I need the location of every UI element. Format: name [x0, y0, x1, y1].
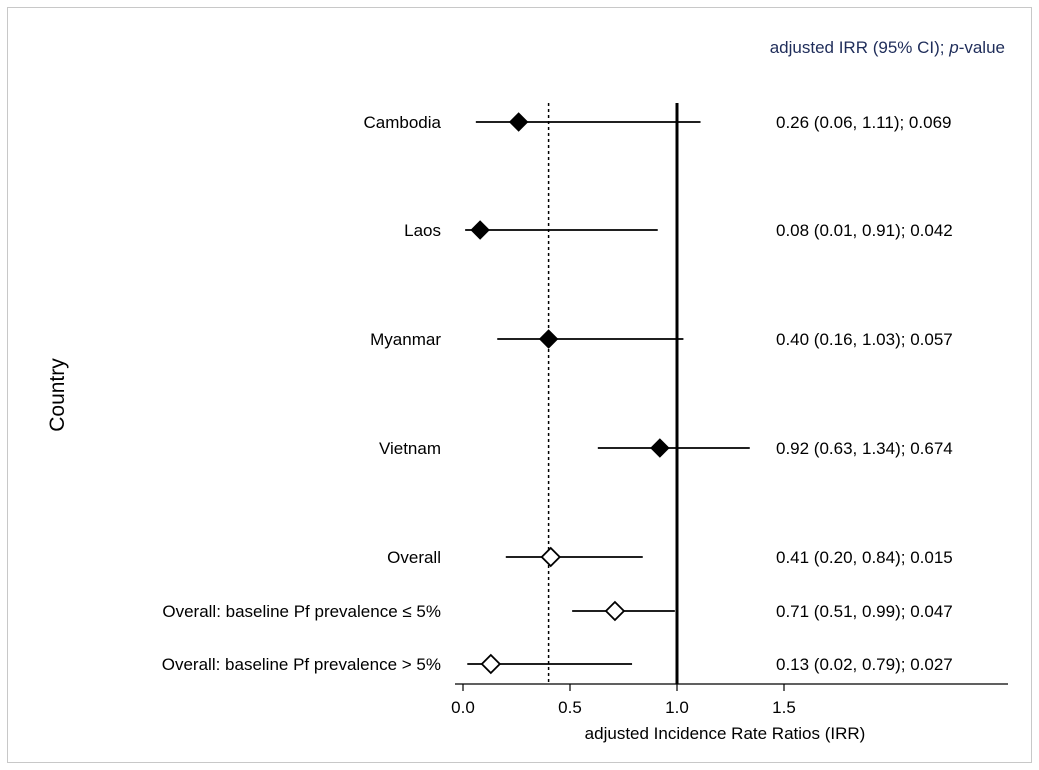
row-label: Overall: [387, 548, 441, 567]
pooled-estimate-marker: [604, 600, 626, 622]
row-estimate-text: 0.71 (0.51, 0.99); 0.047: [776, 602, 953, 621]
forest-row: Cambodia 0.26 (0.06, 1.11); 0.069: [364, 112, 951, 132]
forest-row: Vietnam 0.92 (0.63, 1.34); 0.674: [379, 438, 953, 458]
row-label: Vietnam: [379, 439, 441, 458]
pooled-estimate-marker: [480, 653, 502, 675]
point-estimate-marker: [538, 329, 559, 349]
y-axis-title: Country: [46, 358, 69, 432]
row-estimate-text: 0.40 (0.16, 1.03); 0.057: [776, 330, 953, 349]
row-label: Laos: [404, 221, 441, 240]
row-label: Overall: baseline Pf prevalence > 5%: [162, 655, 441, 674]
forest-row: Myanmar 0.40 (0.16, 1.03); 0.057: [370, 329, 953, 349]
row-estimate-text: 0.26 (0.06, 1.11); 0.069: [776, 113, 951, 132]
row-label: Cambodia: [364, 113, 442, 132]
row-label: Myanmar: [370, 330, 441, 349]
row-estimate-text: 0.08 (0.01, 0.91); 0.042: [776, 221, 953, 240]
forest-row: Overall 0.41 (0.20, 0.84); 0.015: [387, 546, 953, 568]
row-estimate-text: 0.92 (0.63, 1.34); 0.674: [776, 439, 953, 458]
point-estimate-marker: [650, 438, 670, 458]
chart-frame: [7, 7, 1032, 763]
x-tick-label: 1.0: [665, 698, 689, 717]
pooled-estimate-marker: [540, 546, 562, 568]
column-header: adjusted IRR (95% CI); p-value: [770, 38, 1005, 57]
forest-row: Overall: baseline Pf prevalence ≤ 5% 0.71…: [162, 600, 953, 622]
x-axis-title: adjusted Incidence Rate Ratios (IRR): [585, 724, 866, 743]
point-estimate-marker: [508, 112, 529, 132]
row-label: Overall: baseline Pf prevalence ≤ 5%: [162, 602, 441, 621]
point-estimate-marker: [470, 220, 490, 240]
x-tick-label: 0.0: [451, 698, 475, 717]
row-estimate-text: 0.13 (0.02, 0.79); 0.027: [776, 655, 953, 674]
x-tick-label: 1.5: [772, 698, 796, 717]
forest-row: Laos 0.08 (0.01, 0.91); 0.042: [404, 220, 953, 240]
x-tick-label: 0.5: [558, 698, 582, 717]
row-estimate-text: 0.41 (0.20, 0.84); 0.015: [776, 548, 953, 567]
forest-row: Overall: baseline Pf prevalence > 5% 0.13…: [162, 653, 953, 675]
